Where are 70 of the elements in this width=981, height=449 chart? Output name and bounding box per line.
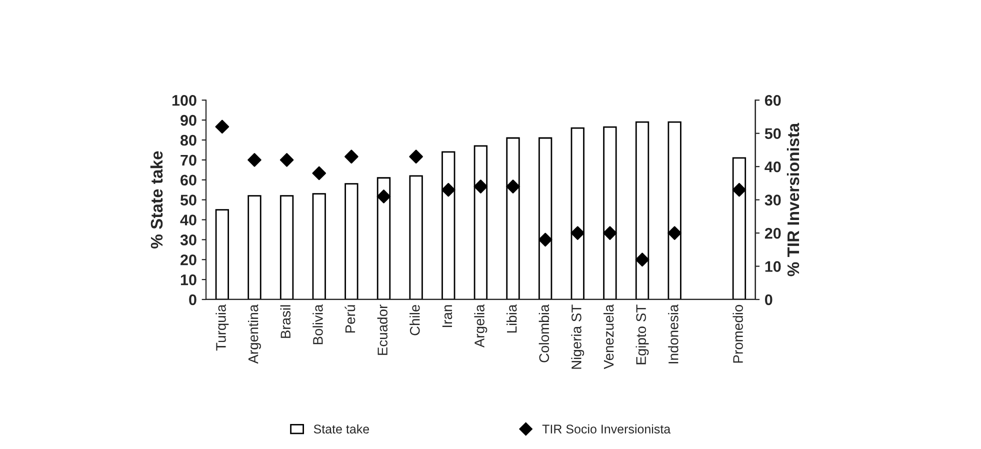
x-tick-label: Colombia <box>538 304 550 362</box>
point <box>732 182 746 197</box>
x-tick-label: Turquia <box>216 304 229 351</box>
x-tick-label: Brasil <box>280 305 291 338</box>
point <box>603 226 617 240</box>
x-tick-label: Egipto ST <box>636 304 649 364</box>
point <box>506 180 520 194</box>
y-tick-label: 50 <box>180 194 196 206</box>
point <box>376 190 391 204</box>
point <box>215 120 230 134</box>
bar <box>376 177 391 300</box>
x-tick-label: Argelia <box>474 304 488 348</box>
x-tick-label: Libia <box>506 304 517 333</box>
point <box>248 153 262 167</box>
legend-label: State take <box>314 424 370 434</box>
bar <box>344 183 358 300</box>
x-tick-label: Ecuador <box>377 304 388 355</box>
y2-tick-label: 10 <box>765 261 781 272</box>
bar <box>570 127 584 300</box>
x-tick-label: Nigeria ST <box>571 304 584 369</box>
bar <box>506 137 520 300</box>
bar <box>280 195 294 300</box>
point <box>344 150 358 164</box>
bar <box>732 157 746 300</box>
y-tick-label: 20 <box>180 254 196 266</box>
point <box>570 226 585 240</box>
bar <box>474 145 488 300</box>
y2-tick-label: 60 <box>764 94 781 106</box>
bar <box>603 126 617 300</box>
y2-tick-label: 20 <box>764 228 781 239</box>
point <box>409 150 423 164</box>
x-tick-label: Indonesia <box>668 304 678 364</box>
y2-axis-title: % TIR Inversionista <box>786 122 800 276</box>
y-tick-label: 40 <box>180 214 196 226</box>
y-axis-title: % State take <box>150 151 163 248</box>
y2-tick-label: 0 <box>765 294 772 306</box>
y2-tick-label: 50 <box>764 128 781 140</box>
x-tick-label: Chile <box>410 304 420 336</box>
legend-label: TIR Socio Inversionista <box>542 424 671 434</box>
point <box>635 252 650 267</box>
bar <box>248 195 262 300</box>
bar <box>635 121 650 300</box>
bar <box>409 175 423 300</box>
point <box>474 180 488 194</box>
x-tick-label: Promedio <box>732 304 743 363</box>
y2-tick-label: 40 <box>764 161 781 172</box>
y-tick-label: 90 <box>180 114 196 126</box>
bar <box>215 209 230 300</box>
x-tick-label: Perú <box>344 305 356 333</box>
bar <box>312 193 326 300</box>
x-tick-label: Venezuela <box>603 304 614 370</box>
bar <box>668 121 682 300</box>
y2-tick-label: 30 <box>764 194 781 206</box>
point <box>441 182 456 197</box>
y-tick-label: 70 <box>180 154 196 166</box>
y-tick-label: 80 <box>180 134 196 146</box>
y-tick-label: 100 <box>172 94 196 106</box>
bar <box>442 151 456 300</box>
point <box>668 226 682 240</box>
point <box>280 153 294 167</box>
y-tick-label: 30 <box>180 234 196 246</box>
point <box>538 232 552 247</box>
y-tick-label: 10 <box>180 274 196 286</box>
point <box>312 166 326 180</box>
bar <box>538 137 552 300</box>
x-tick-label: Iran <box>442 305 452 327</box>
y-tick-label: 60 <box>180 174 196 186</box>
y-tick-label: 0 <box>189 294 196 306</box>
x-tick-label: Bolivia <box>312 304 323 344</box>
x-tick-label: Argentina <box>248 304 261 364</box>
